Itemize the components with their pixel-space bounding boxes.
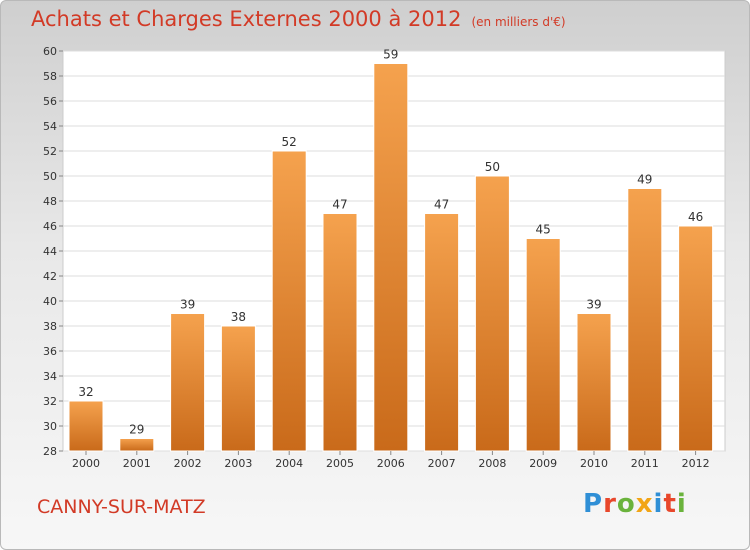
x-tick-label: 2005 <box>326 457 354 470</box>
bar-value-label: 47 <box>332 198 347 212</box>
x-tick-label: 2007 <box>428 457 456 470</box>
bar-2008 <box>474 175 510 452</box>
x-tick-label: 2012 <box>682 457 710 470</box>
y-tick-label: 50 <box>43 170 57 183</box>
bar-value-label: 52 <box>282 135 297 149</box>
x-tick-label: 2011 <box>631 457 659 470</box>
bar-value-label: 49 <box>637 173 652 187</box>
x-tick-label: 2006 <box>377 457 405 470</box>
bar-value-label: 50 <box>485 160 500 174</box>
bar-2010 <box>576 313 612 452</box>
y-tick-label: 34 <box>43 370 57 383</box>
bar-2003 <box>220 325 256 452</box>
bar-2005 <box>322 213 358 452</box>
y-tick-label: 30 <box>43 420 57 433</box>
proxiti-logo: Proxiti <box>583 489 687 519</box>
y-tick-label: 36 <box>43 345 57 358</box>
logo-letter: i <box>653 489 664 519</box>
x-tick-label: 2000 <box>72 457 100 470</box>
bar-value-label: 46 <box>688 210 703 224</box>
bar-2011 <box>627 188 663 452</box>
y-tick-label: 40 <box>43 295 57 308</box>
bar-value-label: 45 <box>536 223 551 237</box>
bar-value-label: 29 <box>129 423 144 437</box>
bar-2006 <box>373 63 409 452</box>
x-tick-label: 2009 <box>529 457 557 470</box>
x-tick-label: 2010 <box>580 457 608 470</box>
location-label: CANNY-SUR-MATZ <box>37 496 206 518</box>
bar-2012 <box>678 225 714 452</box>
x-tick-label: 2004 <box>275 457 303 470</box>
bar-value-label: 32 <box>78 385 93 399</box>
y-tick-label: 42 <box>43 270 57 283</box>
y-tick-label: 56 <box>43 95 57 108</box>
x-tick-label: 2008 <box>478 457 506 470</box>
logo-letter: i <box>676 489 687 519</box>
logo-letter: x <box>635 489 654 519</box>
y-tick-label: 46 <box>43 220 57 233</box>
x-tick-label: 2001 <box>123 457 151 470</box>
bar-2009 <box>525 238 561 452</box>
y-tick-label: 48 <box>43 195 57 208</box>
x-axis: 2000 2001 2002 2003 2004 2005 2006 2007 2008 2009… <box>72 451 710 470</box>
chart-title: Achats et Charges Externes 2000 à 2012 (e… <box>31 7 566 31</box>
y-tick-label: 54 <box>43 120 57 133</box>
y-tick-label: 44 <box>43 245 57 258</box>
y-tick-label: 60 <box>43 45 57 58</box>
chart-subtitle: (en milliers d'€) <box>471 15 566 29</box>
bar-value-label: 39 <box>180 298 195 312</box>
bar-2007 <box>424 213 460 452</box>
y-tick-label: 32 <box>43 395 57 408</box>
chart-title-text: Achats et Charges Externes 2000 à 2012 <box>31 7 462 31</box>
bar-2004 <box>271 150 307 452</box>
y-tick-label: 58 <box>43 70 57 83</box>
x-tick-label: 2003 <box>224 457 252 470</box>
logo-letter: t <box>663 489 677 519</box>
bar-2001 <box>119 438 155 452</box>
y-tick-label: 38 <box>43 320 57 333</box>
bar-value-label: 59 <box>383 48 398 62</box>
bar-value-label: 38 <box>231 310 246 324</box>
bar-value-label: 39 <box>586 298 601 312</box>
logo-letter: P <box>583 489 604 519</box>
bars: 32 29 39 38 52 47 59 47 50 45 39 49 46 <box>68 48 714 452</box>
bar-2000 <box>68 400 104 452</box>
logo-letter: r <box>603 489 617 519</box>
logo-letter: o <box>616 489 636 519</box>
y-tick-label: 52 <box>43 145 57 158</box>
y-axis: 28 30 32 34 36 38 40 42 44 46 48 50 52 54 56 58 60 <box>43 45 63 458</box>
bar-value-label: 47 <box>434 198 449 212</box>
bar-2002 <box>170 313 206 452</box>
x-tick-label: 2002 <box>174 457 202 470</box>
y-tick-label: 28 <box>43 445 57 458</box>
